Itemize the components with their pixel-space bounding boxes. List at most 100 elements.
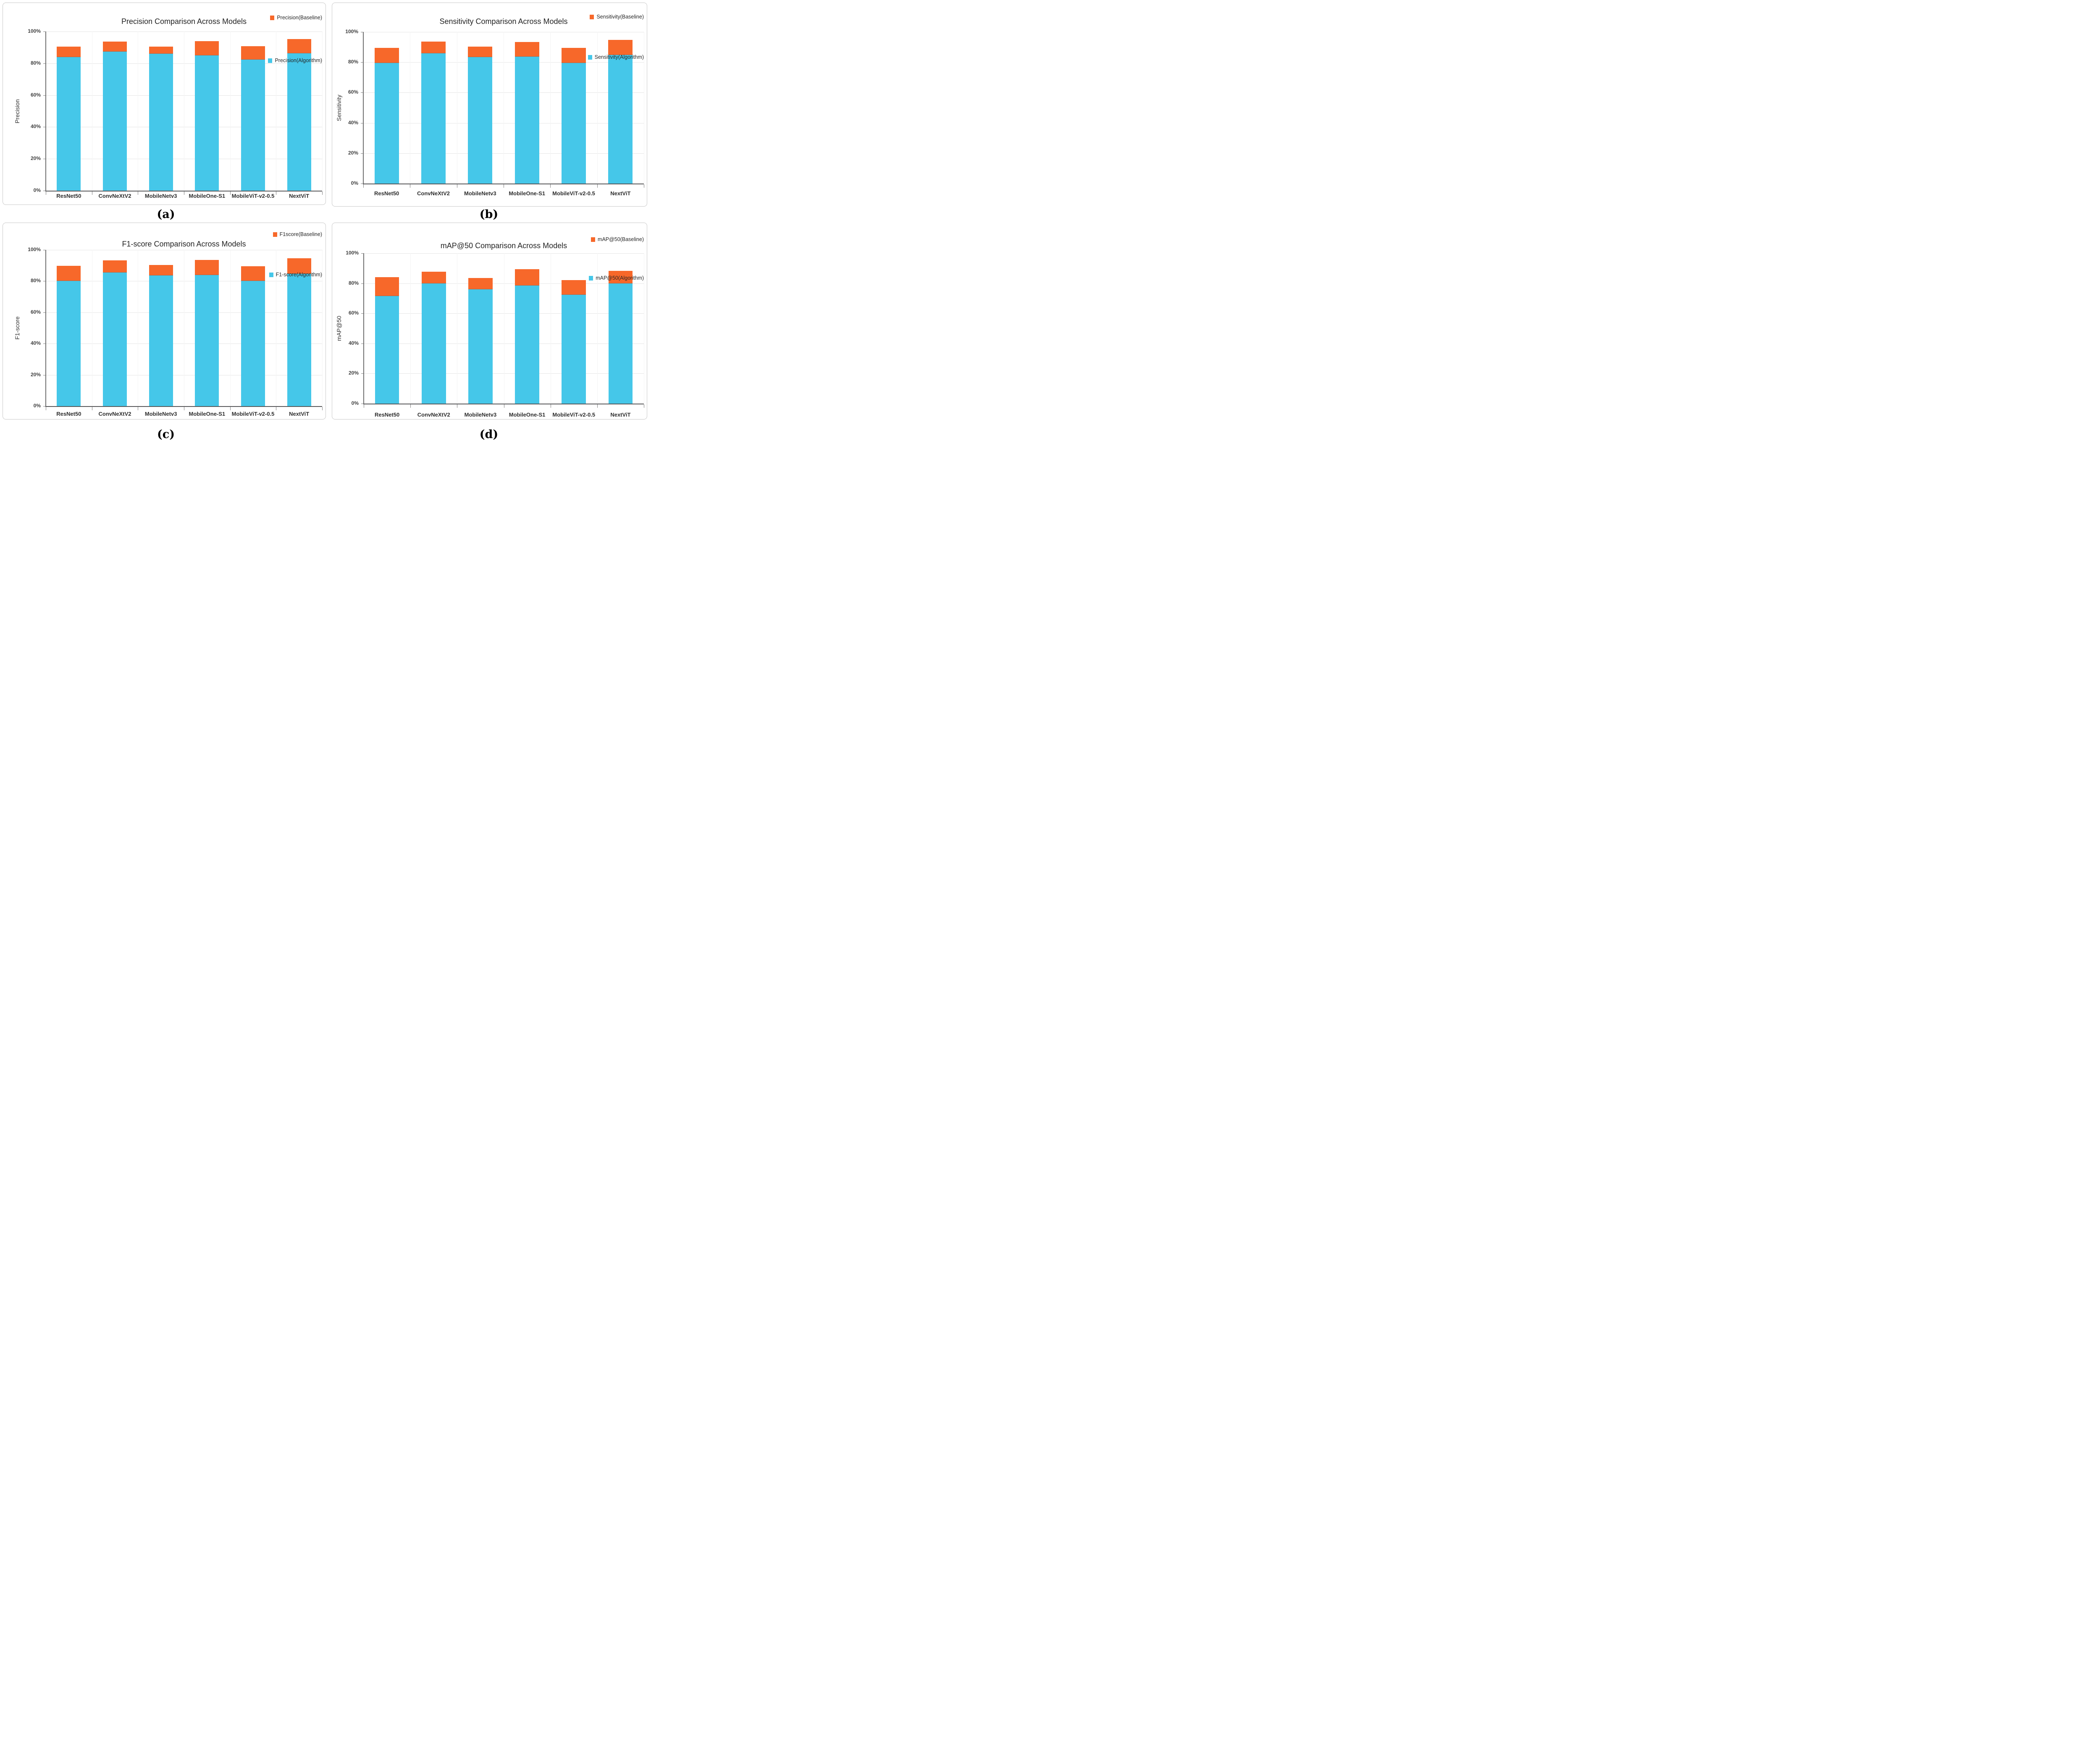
bar-NextViT-baseline (608, 270, 633, 284)
legend-entry: mAP@50(Baseline) (591, 236, 644, 242)
x-tick-label: MobileViT-v2-0.5 (231, 193, 275, 199)
legend-swatch-baseline-orange (270, 15, 275, 20)
y-axis-line (45, 250, 46, 406)
x-axis-tick (550, 184, 551, 188)
x-axis-tick (410, 404, 411, 408)
figure-letter-c: (c) (157, 428, 175, 441)
y-axis-title: mAP@50 (336, 315, 342, 341)
y-axis-tick (43, 312, 45, 313)
bar-ConvNeXtV2-algorithm (102, 52, 127, 191)
x-tick-label: NextViT (289, 193, 310, 199)
category-boundary-gridline (322, 31, 323, 191)
x-tick-label: MobileViT-v2-0.5 (552, 190, 595, 197)
y-axis-line (363, 32, 364, 184)
y-axis-title: F1-score (14, 316, 21, 340)
bar-MobileViT-v2-0.5-baseline (241, 46, 265, 60)
x-tick-label: MobileOne-S1 (509, 190, 545, 197)
category-boundary-gridline (230, 31, 231, 191)
bar-MobileNetv3-algorithm (468, 289, 493, 404)
bar-MobileNetv3-baseline (468, 278, 493, 289)
bar-NextViT-baseline (287, 39, 311, 53)
bar-ConvNeXtV2-baseline (102, 260, 127, 273)
y-axis-title: Sensitivity (336, 94, 342, 121)
y-tick-label: 20% (348, 370, 359, 376)
y-axis-line (363, 253, 364, 404)
x-axis-tick (363, 184, 364, 188)
bar-ResNet50-baseline (57, 47, 81, 57)
x-tick-label: MobileOne-S1 (189, 193, 226, 199)
bar-ResNet50-algorithm (375, 296, 399, 404)
bar-MobileNetv3-baseline (468, 47, 493, 57)
x-axis-tick (230, 191, 231, 195)
bar-MobileViT-v2-0.5-algorithm (562, 294, 586, 404)
y-axis-tick (361, 283, 363, 284)
x-axis-tick (230, 407, 231, 410)
bar-MobileOne-S1-baseline (515, 269, 539, 286)
bar-MobileViT-v2-0.5-algorithm (241, 281, 265, 406)
category-boundary-gridline (230, 250, 231, 406)
legend-entry: mAP@50(Algorithm) (589, 275, 644, 281)
legend-entry: F1score(Baseline) (273, 231, 322, 237)
x-tick-label: MobileNetv3 (464, 190, 496, 197)
x-tick-label: ConvNeXtV2 (98, 411, 131, 417)
bar-MobileViT-v2-0.5-algorithm (241, 60, 265, 191)
figure-letter-a: (a) (157, 208, 175, 221)
x-axis-line (45, 406, 322, 407)
x-axis-tick (597, 184, 598, 188)
bar-ResNet50-baseline (374, 47, 399, 63)
x-tick-label: ResNet50 (56, 193, 81, 199)
y-tick-label: 100% (28, 28, 41, 34)
bar-MobileOne-S1-baseline (195, 260, 219, 275)
x-tick-label: ConvNeXtV2 (98, 193, 131, 199)
chart-panel-a: Precision Comparison Across Models Preci… (3, 3, 326, 205)
legend-swatch-algorithm-blue (268, 58, 273, 63)
y-tick-label: 40% (348, 119, 358, 126)
y-axis-tick (43, 406, 45, 407)
legend-swatch-algorithm-blue (588, 55, 592, 60)
bar-MobileViT-v2-0.5-baseline (241, 266, 265, 281)
figure-letter-b: (b) (479, 208, 499, 221)
y-tick-label: 80% (30, 60, 41, 66)
legend-label: Precision(Baseline) (277, 15, 322, 21)
y-tick-label: 80% (348, 280, 359, 286)
y-tick-label: 40% (348, 340, 359, 346)
x-tick-label: MobileOne-S1 (189, 411, 226, 417)
legend-label: Sensitivity(Algorithm) (594, 54, 644, 60)
bar-MobileViT-v2-0.5-algorithm (562, 63, 586, 184)
bar-ConvNeXtV2-baseline (102, 41, 127, 52)
x-tick-label: MobileNetv3 (144, 411, 177, 417)
legend-entry: Sensitivity(Algorithm) (588, 54, 644, 60)
x-tick-label: ConvNeXtV2 (417, 190, 450, 197)
y-tick-label: 0% (351, 180, 358, 186)
bar-ResNet50-algorithm (57, 57, 81, 191)
bar-MobileNetv3-algorithm (149, 54, 173, 191)
legend-entry: Precision(Algorithm) (268, 58, 322, 63)
y-axis-tick (361, 313, 363, 314)
x-tick-label: MobileNetv3 (144, 193, 177, 199)
x-tick-label: NextViT (610, 190, 631, 197)
category-boundary-gridline (410, 253, 411, 404)
category-boundary-gridline (550, 32, 551, 184)
x-tick-label: MobileViT-v2-0.5 (552, 412, 596, 418)
y-tick-label: 60% (348, 310, 359, 316)
chart-title: mAP@50 Comparison Across Models (440, 241, 567, 250)
x-tick-label: MobileNetv3 (464, 412, 497, 418)
legend-entry: Precision(Baseline) (270, 15, 322, 21)
y-axis-tick (43, 31, 45, 32)
legend-label: mAP@50(Baseline) (598, 236, 644, 242)
bar-MobileOne-S1-algorithm (514, 57, 539, 184)
y-axis-tick (43, 95, 45, 96)
y-tick-label: 0% (33, 403, 41, 409)
y-tick-label: 60% (30, 309, 41, 315)
x-tick-label: NextViT (289, 411, 310, 417)
bar-NextViT-baseline (287, 258, 311, 274)
y-axis-line (45, 31, 46, 191)
legend-label: Sensitivity(Baseline) (596, 14, 644, 20)
legend-swatch-algorithm-blue (589, 275, 593, 281)
y-axis-title: Precision (14, 99, 21, 123)
bar-ResNet50-baseline (57, 266, 81, 281)
y-axis-tick (361, 153, 363, 154)
x-tick-label: ResNet50 (374, 412, 400, 418)
legend-label: Precision(Algorithm) (275, 58, 322, 63)
category-boundary-gridline (597, 253, 598, 404)
